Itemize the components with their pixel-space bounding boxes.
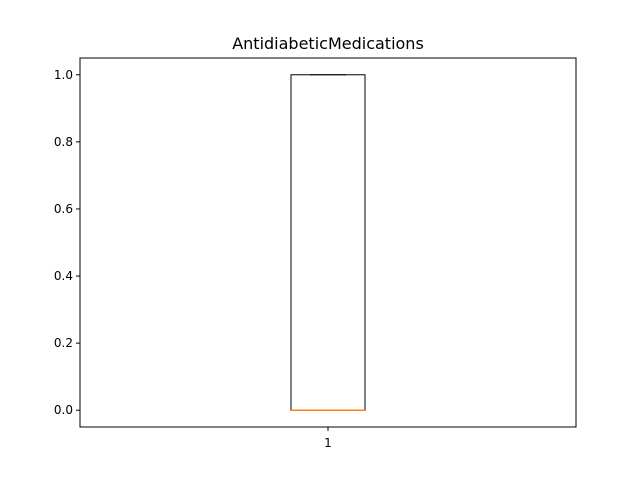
chart-title: AntidiabeticMedications [232,34,424,53]
y-tick-label: 0.8 [54,135,73,149]
y-tick-label: 1.0 [54,68,73,82]
y-tick-label: 0.0 [54,403,73,417]
plot-area: 0.0 0.2 0.4 0.6 0.8 1.0 1 [54,68,366,450]
y-tick-label: 0.2 [54,336,73,350]
y-tick-label: 0.6 [54,202,73,216]
axes-frame [79,57,577,428]
y-tick-label: 0.4 [54,269,73,283]
x-tick-label: 1 [324,436,332,450]
